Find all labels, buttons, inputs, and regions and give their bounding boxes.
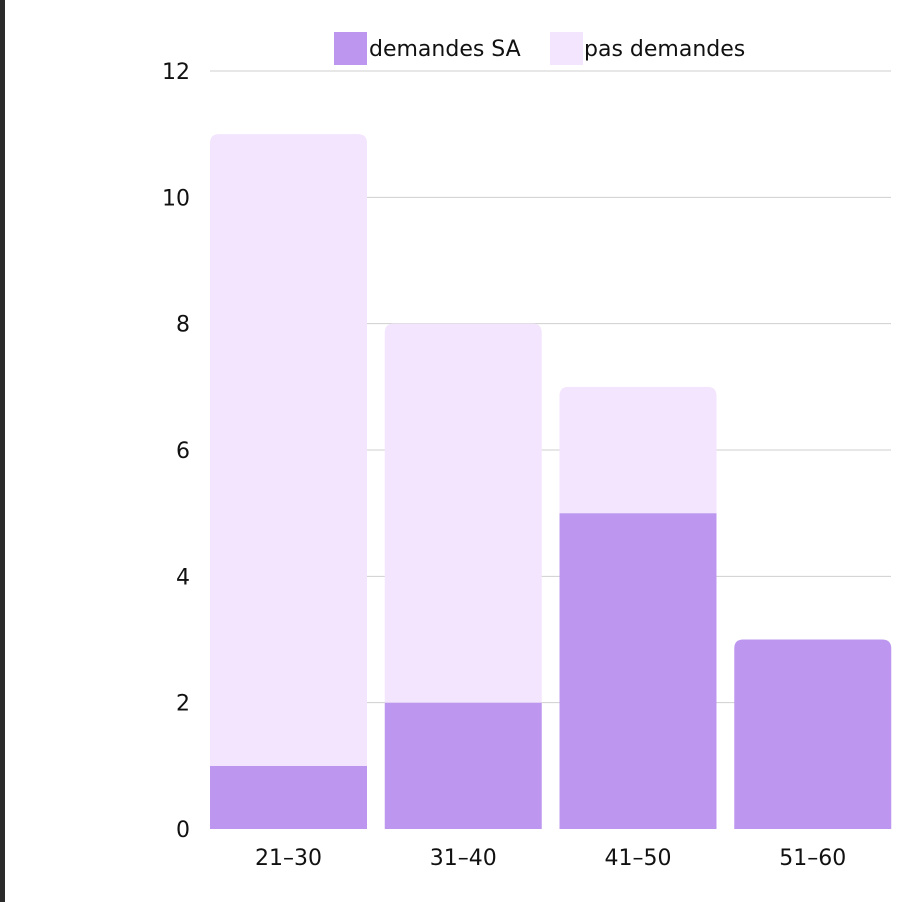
bar-demandes-sa bbox=[559, 513, 717, 829]
y-tick-label: 0 bbox=[176, 818, 190, 843]
bar-pas-demandes bbox=[559, 386, 717, 514]
x-category-label: 51–60 bbox=[779, 846, 846, 871]
legend: demandes SA pas demandes bbox=[334, 32, 745, 65]
x-axis-category-labels: 21–30 31–40 41–50 51–60 bbox=[255, 846, 846, 871]
bar-demandes-sa bbox=[210, 765, 367, 829]
x-category-label: 31–40 bbox=[430, 846, 497, 871]
legend-label: demandes SA bbox=[369, 37, 521, 62]
x-category-label: 21–30 bbox=[255, 846, 322, 871]
window-left-edge bbox=[0, 0, 5, 902]
y-tick-label: 6 bbox=[176, 439, 190, 464]
bar-demandes-sa bbox=[384, 702, 542, 829]
legend-swatch bbox=[550, 32, 583, 65]
bars bbox=[210, 134, 892, 829]
bar-pas-demandes bbox=[210, 134, 367, 766]
y-tick-label: 8 bbox=[176, 313, 190, 338]
y-tick-label: 10 bbox=[162, 186, 190, 211]
bar-demandes-sa bbox=[734, 639, 892, 829]
legend-label: pas demandes bbox=[584, 37, 745, 62]
x-category-label: 41–50 bbox=[605, 846, 672, 871]
y-axis-tick-labels: 0 2 4 6 8 10 12 bbox=[162, 60, 190, 843]
y-tick-label: 2 bbox=[176, 692, 190, 717]
legend-swatch bbox=[334, 32, 367, 65]
y-tick-label: 12 bbox=[162, 60, 190, 85]
y-tick-label: 4 bbox=[176, 565, 190, 590]
bar-pas-demandes bbox=[384, 323, 542, 703]
